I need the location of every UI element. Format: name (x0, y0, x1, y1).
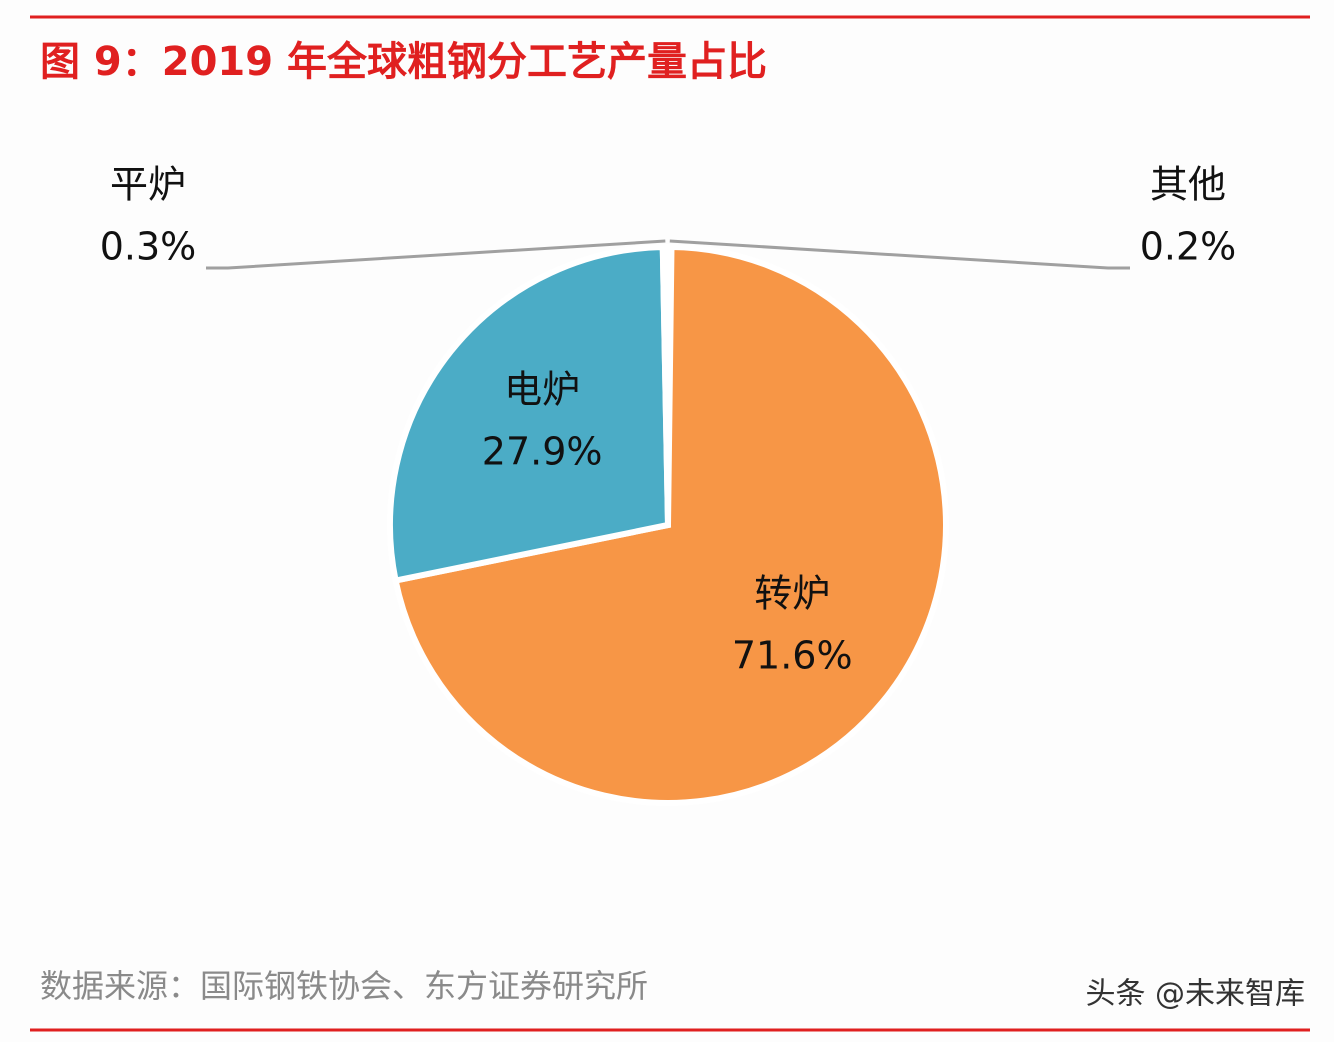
leader-line (669, 239, 1130, 270)
slice-label: 转炉 (754, 571, 830, 615)
slice-value: 0.2% (1140, 225, 1237, 269)
source-note: 数据来源：国际钢铁协会、东方证券研究所 (40, 967, 648, 1005)
leader-line (206, 239, 666, 270)
slice-label: 平炉 (110, 163, 186, 207)
slice-label: 电炉 (504, 368, 580, 412)
chart-title: 图 9：2019 年全球粗钢分工艺产量占比 (40, 39, 767, 85)
slice-value: 0.3% (100, 225, 197, 269)
watermark: 头条 @未来智库 (1085, 977, 1305, 1012)
pie-slice (659, 243, 671, 526)
slice-label: 其他 (1150, 163, 1226, 207)
slice-value: 27.9% (482, 430, 603, 474)
pie-slice (387, 243, 672, 585)
slice-value: 71.6% (732, 633, 853, 677)
